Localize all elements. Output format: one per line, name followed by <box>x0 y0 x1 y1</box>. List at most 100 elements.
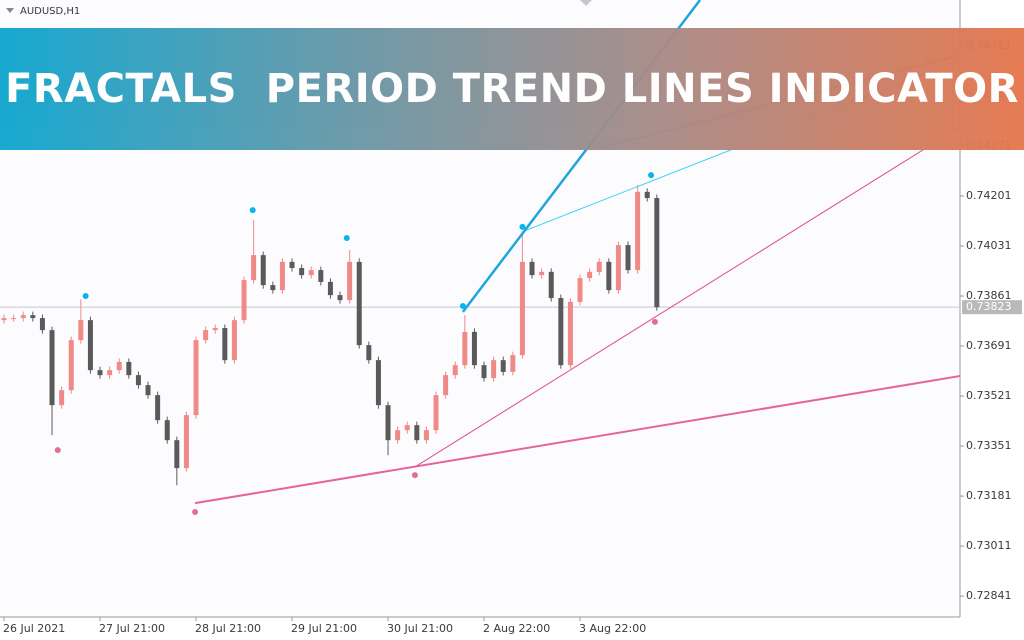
candle-body <box>471 331 477 366</box>
candle-body <box>356 261 362 346</box>
candle-body <box>587 271 593 279</box>
trend-line <box>194 375 960 505</box>
fractal-dot <box>519 223 526 230</box>
candle-body <box>519 261 525 356</box>
candle-body <box>615 245 621 291</box>
candle-body <box>567 301 573 366</box>
candle-body <box>59 390 65 406</box>
y-tick-label: 0.73691 <box>966 339 1012 352</box>
y-tick-label: 0.73181 <box>966 489 1012 502</box>
candle-body <box>78 320 84 341</box>
x-tick-label: 27 Jul 21:00 <box>99 622 165 635</box>
fractal-dot <box>648 172 655 179</box>
candle-body <box>1 318 7 321</box>
y-tick-label: 0.73521 <box>966 389 1012 402</box>
candle-body <box>539 271 545 276</box>
candle-body <box>299 268 305 276</box>
candle-body <box>491 360 497 379</box>
y-tick-label: 0.74031 <box>966 239 1012 252</box>
fractal-dot <box>249 207 256 214</box>
candle-body <box>385 405 391 441</box>
candle-body <box>270 285 276 291</box>
candle-body <box>529 261 535 276</box>
candle-body <box>260 255 266 286</box>
candle-body <box>423 430 429 441</box>
fractal-dot <box>54 447 61 454</box>
banner: FRACTALS PERIOD TREND LINES INDICATOR <box>0 28 1024 150</box>
x-tick-label: 29 Jul 21:00 <box>291 622 357 635</box>
candle-body <box>193 340 199 416</box>
candle-body <box>241 280 247 321</box>
candle-body <box>452 365 458 376</box>
candle-body <box>279 261 285 291</box>
candle-body <box>174 440 180 469</box>
candle-body <box>443 375 449 396</box>
candle-body <box>135 375 141 386</box>
candle-body <box>203 330 209 341</box>
candle-body <box>644 191 650 199</box>
y-tick-label: 0.73861 <box>966 289 1012 302</box>
candle-body <box>462 331 468 366</box>
y-tick-label: 0.73011 <box>966 539 1012 552</box>
candle-body <box>625 245 631 271</box>
candle-body <box>327 281 333 296</box>
candle-body <box>347 261 353 301</box>
candle-body <box>87 320 93 371</box>
candle-body <box>116 361 122 371</box>
fractal-dot <box>192 508 199 515</box>
candle-body <box>68 340 74 391</box>
candle-body <box>231 320 237 361</box>
candle-body <box>30 315 36 319</box>
candle-body <box>289 261 295 269</box>
candle-body <box>164 420 170 441</box>
symbol-label: AUDUSD,H1 <box>20 6 80 17</box>
candle-body <box>308 270 314 276</box>
candle-body <box>97 370 103 376</box>
candle-body <box>375 360 381 406</box>
candle-body <box>39 318 45 331</box>
candle-body <box>222 328 228 361</box>
candle-body <box>481 365 487 379</box>
y-tick-label: 0.74201 <box>966 189 1012 202</box>
candle-body <box>510 355 516 372</box>
candle-body <box>606 261 612 291</box>
candle-body <box>433 395 439 431</box>
candle-body <box>654 198 660 308</box>
candle-body <box>596 261 602 272</box>
candle-body <box>404 425 410 431</box>
candle-body <box>212 328 218 331</box>
candle-body <box>337 295 343 301</box>
candle-body <box>49 330 55 406</box>
candle-body <box>145 385 151 396</box>
x-tick-label: 26 Jul 2021 <box>3 622 65 635</box>
fractal-dot <box>411 472 418 479</box>
x-tick-label: 2 Aug 22:00 <box>483 622 550 635</box>
candle-body <box>635 191 641 271</box>
candle-body <box>395 430 401 441</box>
fractal-dot <box>82 292 89 299</box>
candle-body <box>548 271 554 299</box>
candle-body <box>558 298 564 366</box>
fractal-dot <box>651 318 658 325</box>
candle-body <box>251 255 257 281</box>
candle-body <box>11 318 17 320</box>
x-tick-label: 30 Jul 21:00 <box>387 622 453 635</box>
symbol-menu-icon[interactable] <box>6 8 14 13</box>
candle-body <box>107 370 113 376</box>
x-tick-label: 28 Jul 21:00 <box>195 622 261 635</box>
candle-body <box>318 270 324 282</box>
banner-title: FRACTALS PERIOD TREND LINES INDICATOR <box>5 66 1019 112</box>
candle-body <box>155 395 161 421</box>
last-price-box <box>962 300 1022 315</box>
candle-body <box>500 360 506 372</box>
candle-body <box>414 425 420 441</box>
candle-body <box>183 415 189 469</box>
last-price-label: 0.73823 <box>966 300 1012 313</box>
candle-body <box>366 345 372 361</box>
candle-body <box>20 315 26 319</box>
y-tick-label: 0.73351 <box>966 439 1012 452</box>
y-tick-label: 0.72841 <box>966 589 1012 602</box>
candle-body <box>577 278 583 302</box>
fractal-dot <box>459 302 466 309</box>
